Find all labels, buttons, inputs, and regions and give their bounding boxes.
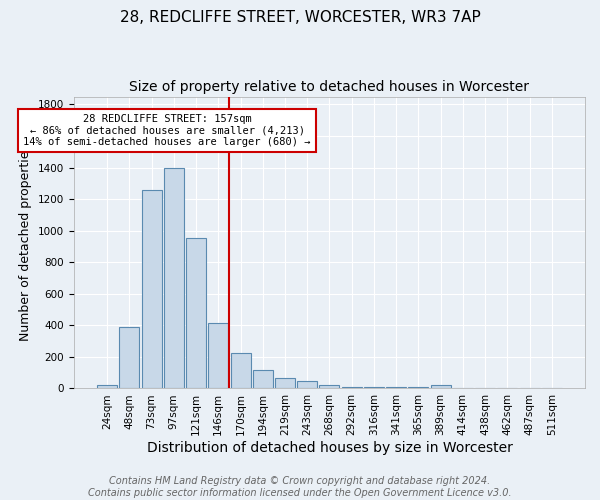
Bar [142, 190, 161, 388]
Bar [297, 380, 317, 388]
Y-axis label: Number of detached properties: Number of detached properties [19, 144, 32, 341]
Bar [119, 327, 139, 388]
Bar [386, 387, 406, 388]
Bar [409, 387, 428, 388]
Bar [164, 168, 184, 388]
Text: Contains HM Land Registry data © Crown copyright and database right 2024.
Contai: Contains HM Land Registry data © Crown c… [88, 476, 512, 498]
Text: 28, REDCLIFFE STREET, WORCESTER, WR3 7AP: 28, REDCLIFFE STREET, WORCESTER, WR3 7AP [119, 10, 481, 25]
Text: 28 REDCLIFFE STREET: 157sqm
← 86% of detached houses are smaller (4,213)
14% of : 28 REDCLIFFE STREET: 157sqm ← 86% of det… [23, 114, 311, 147]
Bar [253, 370, 273, 388]
Bar [275, 378, 295, 388]
Bar [319, 386, 340, 388]
Title: Size of property relative to detached houses in Worcester: Size of property relative to detached ho… [130, 80, 529, 94]
Bar [431, 386, 451, 388]
Bar [208, 323, 228, 388]
X-axis label: Distribution of detached houses by size in Worcester: Distribution of detached houses by size … [146, 441, 512, 455]
Bar [341, 387, 362, 388]
Bar [186, 238, 206, 388]
Bar [230, 353, 251, 388]
Bar [97, 384, 117, 388]
Bar [364, 387, 384, 388]
